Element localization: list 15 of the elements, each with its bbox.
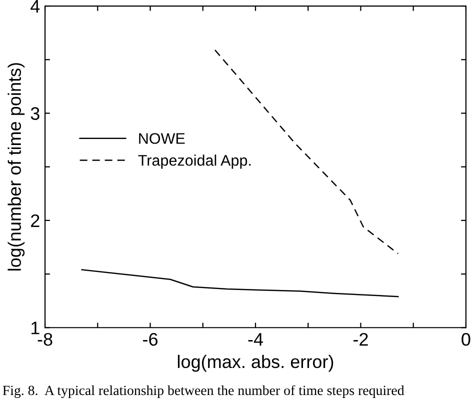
x-tick-label: -6 [143, 332, 158, 346]
y-tick-label: 1 [32, 322, 40, 334]
y-axis-title: log(number of time points) [8, 63, 25, 270]
caption: Fig. 8. A typical relationship between the number of time steps required [2, 385, 404, 398]
line-series [81, 269, 399, 298]
legend-label: NOWE [139, 133, 185, 144]
y-tick-label: 4 [30, 0, 40, 13]
y-tick-label: 2 [31, 214, 40, 227]
x-tick-label: 0 [462, 332, 470, 346]
x-tick-label: -2 [353, 332, 368, 346]
x-tick-label: -4 [248, 333, 263, 346]
y-tick-label: 3 [30, 107, 40, 120]
legend-label: Trapezoidal App. [138, 154, 251, 169]
x-tick-label: -8 [38, 332, 52, 346]
x-axis-title: log(max. abs. error) [178, 354, 334, 372]
